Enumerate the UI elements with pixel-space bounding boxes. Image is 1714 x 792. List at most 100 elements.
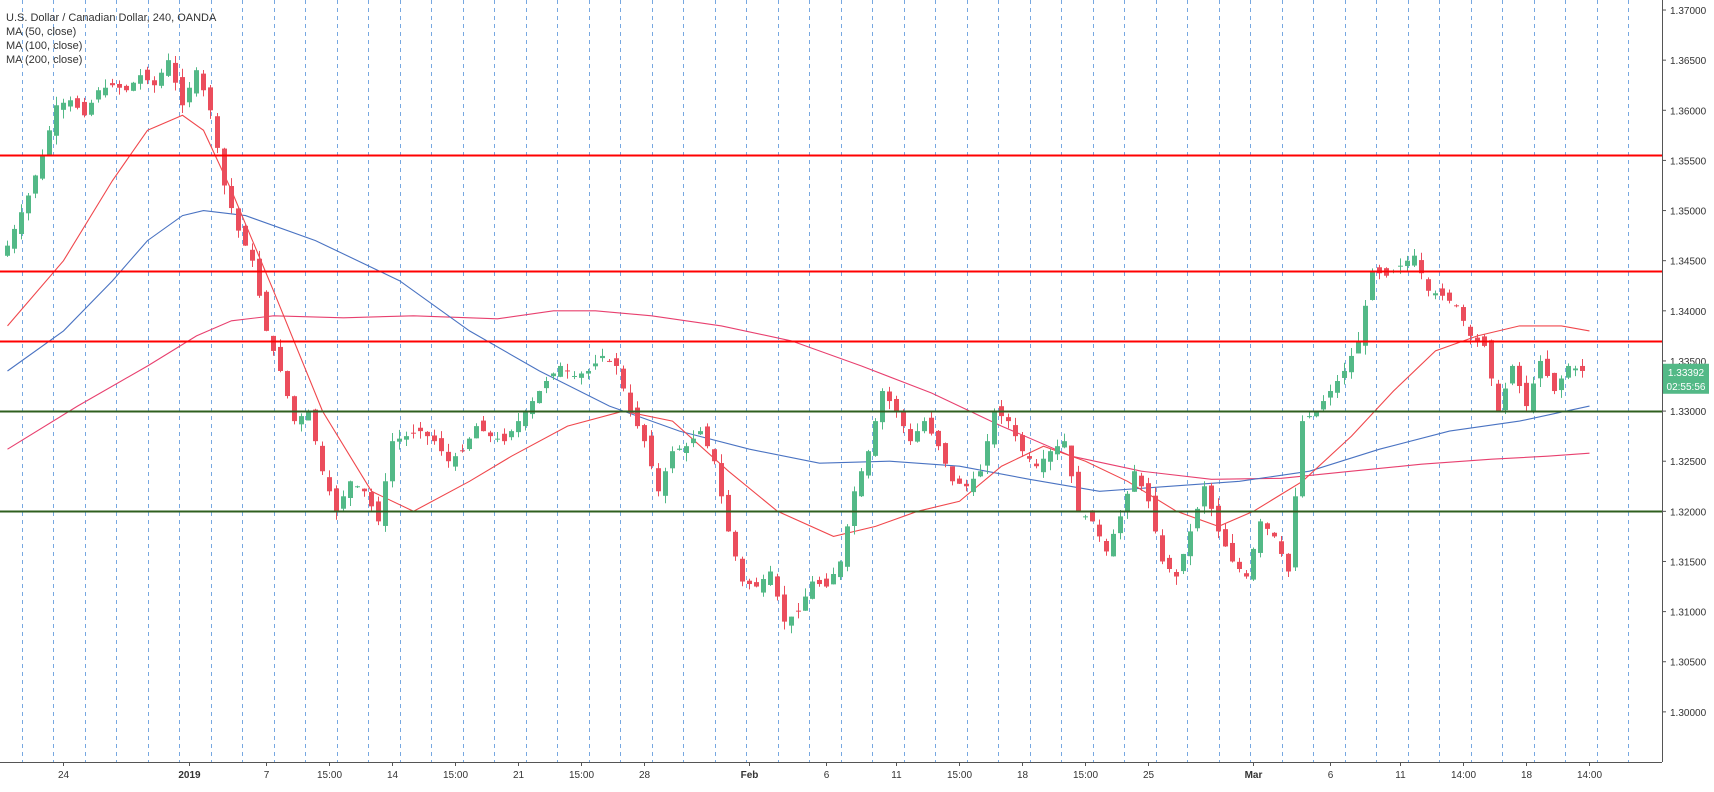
candle xyxy=(698,427,703,436)
candle-body xyxy=(1545,358,1550,376)
candle-body xyxy=(1461,307,1466,321)
candle-body xyxy=(1531,383,1536,411)
candle-body xyxy=(1041,458,1046,473)
candle-body xyxy=(649,435,654,467)
candle-body xyxy=(1314,411,1319,417)
candle xyxy=(943,442,948,468)
candle-body xyxy=(404,436,409,440)
candle xyxy=(117,80,122,95)
candle-body xyxy=(1573,368,1578,371)
candle-body xyxy=(1524,382,1529,407)
candle-body xyxy=(859,471,864,497)
candle-body xyxy=(1083,516,1088,518)
resistance-level: 1.33700 xyxy=(0,333,1709,350)
candle xyxy=(1531,376,1536,414)
candle xyxy=(1566,363,1571,380)
candle-body xyxy=(1146,483,1151,502)
x-tick-label: 15:00 xyxy=(947,770,972,781)
candle xyxy=(1349,348,1354,379)
candlesticks xyxy=(5,53,1585,634)
candle xyxy=(26,192,31,221)
candle-body xyxy=(432,435,437,442)
candle xyxy=(1132,464,1137,492)
y-tick-label: 1.32500 xyxy=(1670,457,1707,468)
candle xyxy=(586,368,591,380)
candle-body xyxy=(313,409,318,442)
candle-body xyxy=(586,370,591,374)
candle xyxy=(572,371,577,380)
candle-body xyxy=(1230,542,1235,562)
candle-body xyxy=(61,102,66,110)
candle xyxy=(1083,514,1088,520)
candle-body xyxy=(950,466,955,482)
candle-body xyxy=(635,407,640,427)
candle-body xyxy=(1419,260,1424,274)
candle-body xyxy=(264,291,269,331)
candle-body xyxy=(537,391,542,404)
candle-body xyxy=(236,208,241,231)
candle xyxy=(1062,433,1067,449)
x-tick-label: 7 xyxy=(264,770,270,781)
candle xyxy=(82,97,87,118)
candle xyxy=(740,556,745,587)
candle-body xyxy=(1174,572,1179,577)
candle-body xyxy=(1349,355,1354,373)
x-tick-label: 21 xyxy=(513,770,525,781)
candle-body xyxy=(1307,416,1312,418)
candle-body xyxy=(1538,360,1543,379)
candle xyxy=(1342,362,1347,385)
candle xyxy=(523,409,528,431)
candle-body xyxy=(1188,531,1193,557)
candle xyxy=(208,84,213,119)
candle-body xyxy=(166,60,171,76)
vertical-grid-lines xyxy=(22,0,1629,762)
candle-body xyxy=(488,432,493,437)
candle-body xyxy=(334,488,339,512)
candle-body xyxy=(761,579,766,593)
candle xyxy=(509,429,514,441)
candle-body xyxy=(439,438,444,452)
ma100-line xyxy=(7,210,1590,492)
candle-body xyxy=(1447,292,1452,301)
candle xyxy=(1048,449,1053,471)
candle-body xyxy=(1125,493,1130,511)
candle xyxy=(1552,372,1557,395)
candle xyxy=(579,371,584,385)
candle xyxy=(1524,375,1529,413)
x-tick-label: 6 xyxy=(824,770,830,781)
candle-body xyxy=(68,100,73,107)
candle xyxy=(810,575,815,600)
candle xyxy=(1510,364,1515,386)
candle-body xyxy=(1216,505,1221,532)
candle xyxy=(1167,554,1172,573)
candle xyxy=(131,81,136,92)
horizontal-levels[interactable]: 1.35550 1.34400 1.33700 1.33000 1.32000 xyxy=(0,147,1709,520)
candle xyxy=(474,423,479,439)
candle xyxy=(432,429,437,445)
candle-body xyxy=(1328,391,1333,398)
candle-body xyxy=(964,483,969,487)
candle xyxy=(215,112,220,154)
candle-body xyxy=(110,83,115,86)
candle-body xyxy=(572,375,577,377)
candle-body xyxy=(1272,532,1277,537)
candle xyxy=(285,370,290,399)
candle-body xyxy=(726,494,731,532)
candle-body xyxy=(82,101,87,116)
candle xyxy=(985,433,990,475)
candle xyxy=(488,430,493,443)
candle-body xyxy=(131,82,136,91)
candle-body xyxy=(1034,463,1039,467)
y-tick-label: 1.31500 xyxy=(1670,557,1707,568)
candle-body xyxy=(229,186,234,209)
candle xyxy=(936,429,941,451)
candle xyxy=(1041,449,1046,478)
candle xyxy=(915,423,920,443)
candle xyxy=(1097,519,1102,542)
candle xyxy=(1489,339,1494,386)
candle-body xyxy=(1202,486,1207,507)
candle xyxy=(110,78,115,88)
candle xyxy=(838,560,843,581)
